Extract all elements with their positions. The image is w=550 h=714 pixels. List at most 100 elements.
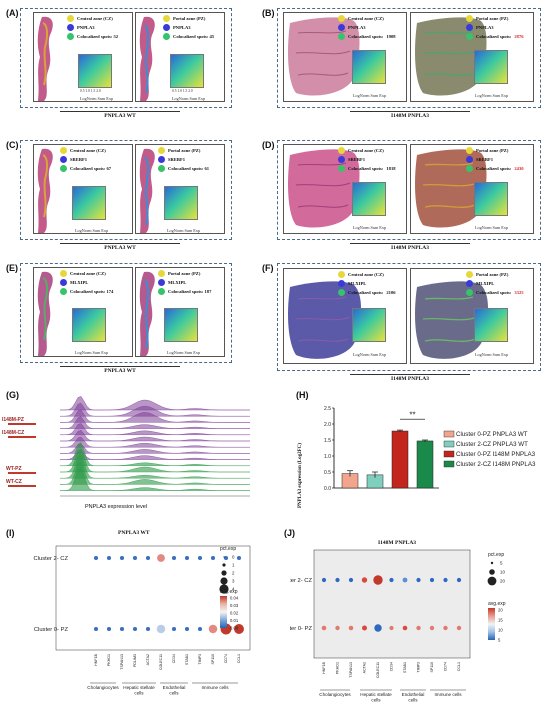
dot (402, 625, 408, 631)
panel-f-left (283, 268, 407, 364)
legend-dot (489, 569, 495, 575)
category-label: SP110 (211, 654, 215, 665)
legend-label: 2 (232, 571, 235, 576)
dot (335, 625, 340, 631)
dot (429, 577, 435, 583)
legend-zone-text: Central zone (CZ) (77, 16, 113, 21)
row-label: Cluster 0- PZ (34, 627, 69, 633)
dot (145, 626, 151, 632)
dot (456, 625, 462, 631)
legend-gene: PNPLA3 (163, 24, 191, 31)
dot (236, 555, 242, 561)
group-label: cells (371, 698, 381, 703)
legend-gene: PNPLA3 (67, 24, 95, 31)
dot (389, 577, 394, 583)
legend-title: pct.exp (220, 546, 236, 552)
legend-swatch (443, 450, 455, 458)
ridge-density (60, 396, 250, 411)
colorbar-label: 0.00 (230, 626, 239, 631)
colorbar-label: 0.03 (230, 603, 239, 608)
bar-y-tick-label: 0.5 (324, 470, 331, 476)
bar (416, 440, 434, 489)
panel-label-g: (G) (6, 390, 19, 400)
bar-ylabel: PNPLA3 expression (Log2FC) (298, 443, 303, 508)
green-dot-icon (67, 33, 74, 40)
dot (321, 625, 327, 631)
legend-gene: PNPLA3 (466, 24, 494, 31)
dot (184, 626, 190, 632)
ridge-plot (60, 396, 250, 497)
legend-dot (490, 561, 494, 565)
bar-chart: 0.0 0.5 1.0 1.5 2.0 2.5 Cluster 0-PZ PNPLA3 WT… (324, 406, 536, 492)
dot-plot-i148m: Cluster 2- CZ Cluster 0- PZ HNF1B PKHD1 TSPA… (290, 549, 506, 703)
legend-title: pct.exp (488, 552, 504, 558)
category-label: STAB1 (185, 654, 189, 665)
dot (197, 555, 203, 561)
dot (348, 577, 354, 583)
group-label: Hepatic stellate (123, 685, 155, 690)
group-label: cells (169, 691, 179, 696)
panel-b-footer: I148M PNPLA3 (390, 113, 430, 119)
ridge-density (60, 402, 250, 417)
row-label: Cluster 0- PZ (290, 626, 312, 632)
bar-y-tick-label: 2.0 (324, 422, 331, 428)
group-label: cells (408, 698, 418, 703)
panel-e-right (135, 267, 225, 357)
group-label: Cholangiocytes (319, 692, 351, 697)
legend-dot (222, 563, 226, 567)
dot (443, 577, 448, 583)
dot (93, 626, 99, 632)
category-label: ACTA2 (146, 654, 150, 665)
colorbar-label: 5 (498, 638, 501, 643)
colorbar-label: 0.02 (230, 611, 239, 616)
colorbar-label: 20 (498, 608, 503, 613)
group-label: Immune cells (434, 692, 462, 697)
ridge-density (60, 409, 250, 423)
panel-label-i: (I) (6, 528, 15, 538)
dot (373, 575, 383, 585)
group-label: cells (134, 691, 144, 696)
sig-stars: ** (409, 411, 415, 420)
category-label: CD74 (224, 654, 228, 663)
dot (416, 577, 421, 583)
legend-title: avg.exp (488, 601, 506, 607)
dot (374, 624, 382, 632)
dot (132, 626, 138, 632)
ridge-group-label: I148M-PZ (2, 417, 24, 423)
panel-d-footer: I148M PNPLA3 (390, 245, 430, 251)
dot (157, 554, 165, 562)
panel-label-j: (J) (284, 528, 295, 538)
group-label: Immune cells (201, 685, 229, 690)
dot (184, 555, 190, 561)
dot (171, 626, 177, 632)
color-gradient-square (170, 54, 204, 88)
dot (132, 555, 138, 561)
panel-label-e: (E) (6, 263, 18, 273)
bar (391, 430, 409, 489)
dot (210, 555, 216, 561)
legend-swatch (443, 460, 455, 468)
legend-dot (220, 577, 228, 585)
panel-label-h: (H) (296, 390, 309, 400)
colorbar-label: 15 (498, 618, 503, 623)
tissue-image (139, 16, 155, 102)
category-label: PKHD1 (336, 662, 340, 674)
legend-gene-text: PNPLA3 (77, 25, 95, 30)
category-label: TIMP3 (417, 662, 421, 673)
color-gradient-square (78, 54, 112, 88)
dot (348, 625, 354, 631)
category-label: HNF1B (94, 653, 98, 665)
colorbar (220, 596, 227, 628)
legend-label: 10 (500, 570, 505, 575)
panel-label-c: (C) (6, 140, 19, 150)
legend-label: 0 (232, 555, 235, 560)
dot (156, 624, 166, 634)
gradient-x-ticks: 0.5 1.0 1.5 2.0 (172, 89, 193, 93)
plot-frame (313, 549, 471, 659)
plot-frame (55, 545, 251, 651)
dot (361, 577, 368, 583)
ridge-density (60, 423, 250, 435)
panel-label-d: (D) (262, 140, 275, 150)
dot (208, 624, 218, 634)
dot (197, 626, 203, 632)
